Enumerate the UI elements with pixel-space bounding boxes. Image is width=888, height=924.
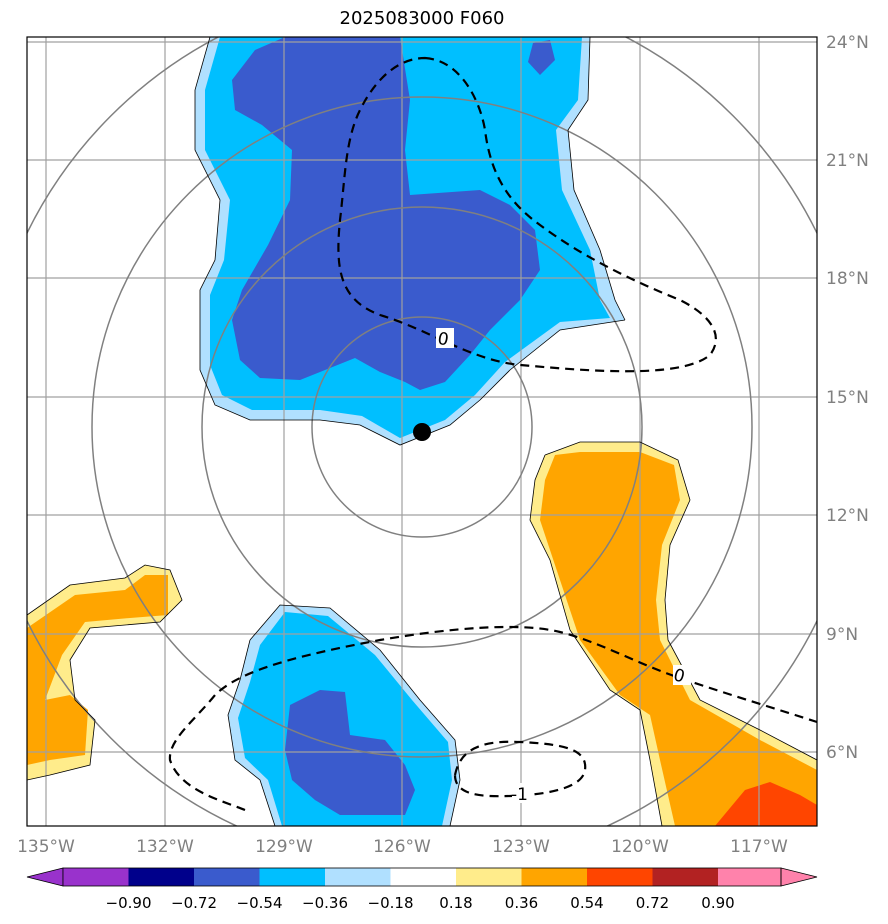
contour-label-0-north: 0 <box>436 329 450 351</box>
negative-anomaly-north-blue <box>232 37 540 390</box>
colorbar-extend-high <box>780 867 818 887</box>
lat-label-12n: 12°N <box>826 506 869 526</box>
map-border <box>26 36 818 827</box>
anomaly-outlines <box>27 37 817 826</box>
contour-labels: 0 0 -1 <box>436 328 691 805</box>
cbar-tick-2: −0.72 <box>171 894 217 912</box>
lat-label-21n: 21°N <box>826 151 869 171</box>
cbar-tick-1: −0.90 <box>106 894 152 912</box>
lat-label-15n: 15°N <box>826 388 869 408</box>
zero-contour-south <box>168 625 817 812</box>
colorbar-bin-6 <box>390 868 456 886</box>
lon-label-126w: 126°W <box>373 837 431 857</box>
lon-label-120w: 120°W <box>611 837 669 857</box>
cbar-tick-9: 0.72 <box>636 894 669 912</box>
lat-label-9n: 9°N <box>826 625 858 645</box>
latitude-labels: 24°N 21°N 18°N 15°N 12°N 9°N 6°N <box>826 33 869 763</box>
longitude-labels: 135°W 132°W 129°W 126°W 123°W 120°W 117°… <box>17 837 788 857</box>
cbar-tick-4: −0.36 <box>302 894 348 912</box>
zero-contour-north <box>337 56 717 373</box>
positive-anomaly-east-red <box>715 782 817 826</box>
cbar-tick-3: −0.54 <box>237 894 283 912</box>
cbar-tick-10: 0.90 <box>701 894 734 912</box>
colorbar-border <box>62 867 782 887</box>
colorbar-bin-11 <box>718 868 781 886</box>
colorbar-bin-10 <box>652 868 718 886</box>
lon-label-135w: 135°W <box>17 837 75 857</box>
colorbar-bin-5 <box>325 868 391 886</box>
cbar-tick-8: 0.54 <box>570 894 603 912</box>
colorbar-ticks: −0.90 −0.72 −0.54 −0.36 −0.18 0.18 0.36 … <box>106 894 735 912</box>
negative-anomaly-north-blue-spot <box>528 40 555 75</box>
cbar-tick-6: 0.18 <box>439 894 472 912</box>
colorbar-bin-3 <box>194 868 260 886</box>
lat-label-24n: 24°N <box>826 33 869 53</box>
colorbar-bin-2 <box>128 868 194 886</box>
lon-label-117w: 117°W <box>730 837 788 857</box>
cbar-tick-7: 0.36 <box>505 894 538 912</box>
colorbar-bin-7 <box>456 868 522 886</box>
colorbar-bin-8 <box>521 868 587 886</box>
lon-label-129w: 129°W <box>255 837 313 857</box>
contour-label-minus-1: -1 <box>511 785 528 805</box>
positive-anomaly-west-orange <box>27 575 168 765</box>
colorbar-bin-1 <box>63 868 129 886</box>
colorbar-extend-low <box>26 867 64 887</box>
positive-anomaly-east-orange <box>540 452 817 826</box>
range-rings <box>27 37 817 826</box>
dashed-contours <box>168 56 817 812</box>
colorbar-bin-4 <box>259 868 325 886</box>
map-title: 2025083000 F060 <box>339 8 505 29</box>
lon-label-123w: 123°W <box>492 837 550 857</box>
colorbar-bin-9 <box>587 868 653 886</box>
lon-label-132w: 132°W <box>136 837 194 857</box>
graticule <box>27 37 817 826</box>
storm-center-marker <box>413 423 431 441</box>
contour-label-0-south: 0 <box>671 665 687 687</box>
colorbar <box>26 867 818 887</box>
lat-label-18n: 18°N <box>826 269 869 289</box>
minus-one-contour <box>453 740 587 798</box>
lat-label-6n: 6°N <box>826 743 858 763</box>
cbar-tick-5: −0.18 <box>368 894 414 912</box>
map-plot-area <box>27 37 817 826</box>
